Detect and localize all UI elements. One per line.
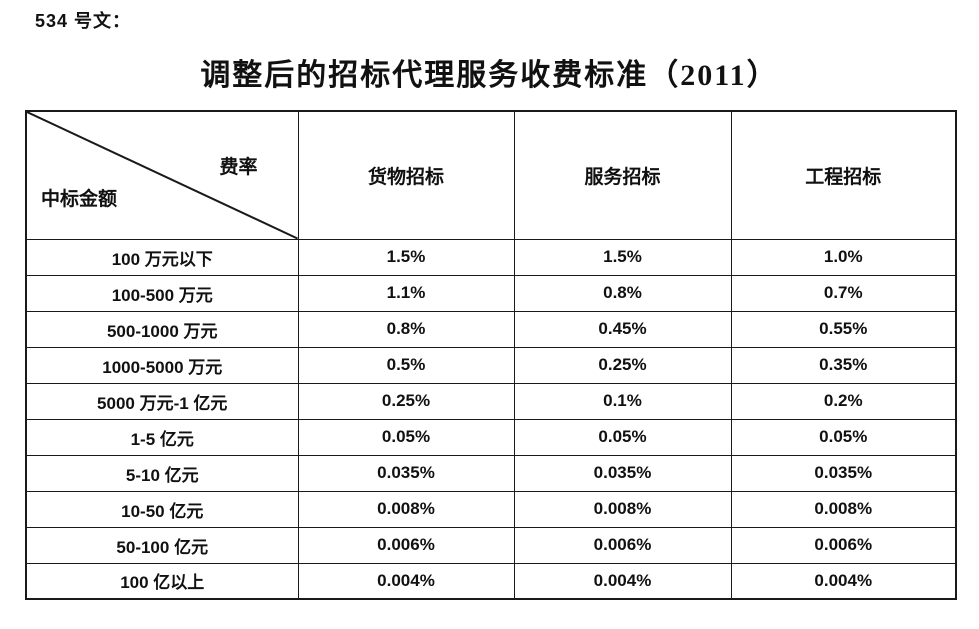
- rate-cell: 0.004%: [730, 562, 957, 600]
- table-row: 1000-5000 万元 0.5% 0.25% 0.35%: [25, 346, 957, 384]
- rate-cell: 0.035%: [730, 454, 957, 492]
- rate-cell: 0.035%: [513, 454, 732, 492]
- rate-cell: 0.2%: [730, 382, 957, 420]
- row-label: 500-1000 万元: [25, 310, 299, 348]
- rate-cell: 0.35%: [730, 346, 957, 384]
- row-label: 10-50 亿元: [25, 490, 299, 528]
- table-row: 100-500 万元 1.1% 0.8% 0.7%: [25, 274, 957, 312]
- row-label: 1000-5000 万元: [25, 346, 299, 384]
- table-row: 100 万元以下 1.5% 1.5% 1.0%: [25, 238, 957, 276]
- rate-cell: 1.5%: [297, 238, 515, 276]
- rate-cell: 0.8%: [297, 310, 515, 348]
- rate-cell: 0.006%: [730, 526, 957, 564]
- rate-cell: 0.05%: [297, 418, 515, 456]
- table-header-row: 费率 中标金额 货物招标 服务招标 工程招标: [25, 110, 957, 240]
- rate-cell: 0.25%: [513, 346, 732, 384]
- row-label: 100 亿以上: [25, 562, 299, 600]
- rate-cell: 0.1%: [513, 382, 732, 420]
- rate-cell: 0.008%: [297, 490, 515, 528]
- row-label: 5-10 亿元: [25, 454, 299, 492]
- corner-label-rate: 费率: [219, 157, 258, 178]
- row-label: 100-500 万元: [25, 274, 299, 312]
- table-row: 5-10 亿元 0.035% 0.035% 0.035%: [25, 454, 957, 492]
- rate-cell: 0.25%: [297, 382, 515, 420]
- fee-rate-table: 费率 中标金额 货物招标 服务招标 工程招标 100 万元以下 1.5% 1.5…: [25, 110, 957, 600]
- rate-cell: 0.004%: [297, 562, 515, 600]
- column-header-goods: 货物招标: [297, 110, 515, 240]
- rate-cell: 0.006%: [297, 526, 515, 564]
- rate-cell: 0.45%: [513, 310, 732, 348]
- row-label: 5000 万元-1 亿元: [25, 382, 299, 420]
- rate-cell: 1.5%: [513, 238, 732, 276]
- table-row: 100 亿以上 0.004% 0.004% 0.004%: [25, 562, 957, 600]
- rate-cell: 0.05%: [730, 418, 957, 456]
- rate-cell: 0.8%: [513, 274, 732, 312]
- rate-cell: 0.008%: [513, 490, 732, 528]
- row-label: 50-100 亿元: [25, 526, 299, 564]
- column-header-engineering: 工程招标: [730, 110, 957, 240]
- rate-cell: 0.7%: [730, 274, 957, 312]
- row-label: 100 万元以下: [25, 238, 299, 276]
- doc-number-label: 534 号文：: [35, 11, 132, 31]
- table-row: 5000 万元-1 亿元 0.25% 0.1% 0.2%: [25, 382, 957, 420]
- rate-cell: 0.035%: [297, 454, 515, 492]
- row-label: 1-5 亿元: [25, 418, 299, 456]
- table-row: 500-1000 万元 0.8% 0.45% 0.55%: [25, 310, 957, 348]
- rate-cell: 1.0%: [730, 238, 957, 276]
- rate-cell: 0.5%: [297, 346, 515, 384]
- column-header-service: 服务招标: [513, 110, 732, 240]
- table-row: 1-5 亿元 0.05% 0.05% 0.05%: [25, 418, 957, 456]
- rate-cell: 0.008%: [730, 490, 957, 528]
- page-title: 调整后的招标代理服务收费标准（2011）: [200, 59, 779, 92]
- rate-cell: 0.004%: [513, 562, 732, 600]
- rate-cell: 0.006%: [513, 526, 732, 564]
- table-row: 50-100 亿元 0.006% 0.006% 0.006%: [25, 526, 957, 564]
- rate-cell: 0.55%: [730, 310, 957, 348]
- rate-cell: 0.05%: [513, 418, 732, 456]
- diagonal-corner-cell: 费率 中标金额: [25, 110, 299, 240]
- table-row: 10-50 亿元 0.008% 0.008% 0.008%: [25, 490, 957, 528]
- corner-label-amount: 中标金额: [41, 188, 118, 210]
- rate-cell: 1.1%: [297, 274, 515, 312]
- diagonal-divider-line: [27, 112, 298, 239]
